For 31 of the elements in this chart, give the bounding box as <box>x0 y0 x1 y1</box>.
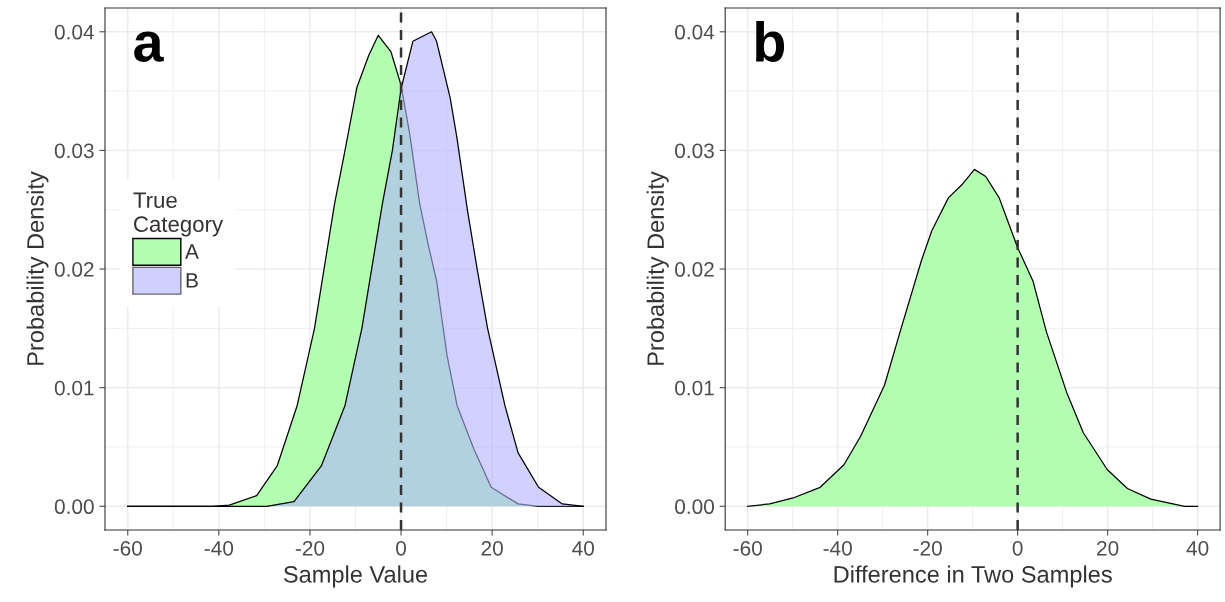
x-tick-label: -20 <box>913 540 942 556</box>
y-tick-label: 0.00 <box>54 499 94 515</box>
annotation: a <box>134 31 164 62</box>
x-tick-label: -60 <box>733 540 762 556</box>
x-tick-label: 40 <box>572 540 595 556</box>
y-tick-label: 0.02 <box>675 262 714 277</box>
legend-label: B <box>186 273 198 288</box>
x-tick-label: -20 <box>295 540 325 556</box>
y-tick-label: 0.04 <box>54 24 94 40</box>
x-tick-label: 40 <box>1186 540 1209 556</box>
x-tick-label: 20 <box>1097 540 1119 556</box>
x-tick-label: 0 <box>1012 540 1023 556</box>
x-tick-label: -60 <box>113 540 142 556</box>
y-tick-label: 0.04 <box>675 24 715 40</box>
y-tick-label: 0.03 <box>675 143 714 159</box>
y-tick-label: 0.00 <box>675 499 714 515</box>
y-tick-label: 0.01 <box>675 380 714 396</box>
x-axis-title: Difference in Two Samples <box>834 565 1112 588</box>
y-tick-label: 0.02 <box>54 262 94 277</box>
annotation: b <box>756 21 785 62</box>
y-tick-label: 0.03 <box>54 143 94 159</box>
legend-title: True Category <box>133 192 224 237</box>
x-tick-label: 20 <box>481 540 503 556</box>
x-tick-label: -40 <box>204 540 234 556</box>
x-tick-label: 0 <box>396 540 407 556</box>
y-axis-title: Probability Density <box>26 171 49 365</box>
legend-label: A <box>185 244 199 259</box>
x-tick-label: -40 <box>823 540 852 556</box>
y-axis-title: Probability Density <box>646 171 669 365</box>
y-tick-label: 0.01 <box>54 380 94 396</box>
x-axis-title: Sample Value <box>283 565 428 588</box>
